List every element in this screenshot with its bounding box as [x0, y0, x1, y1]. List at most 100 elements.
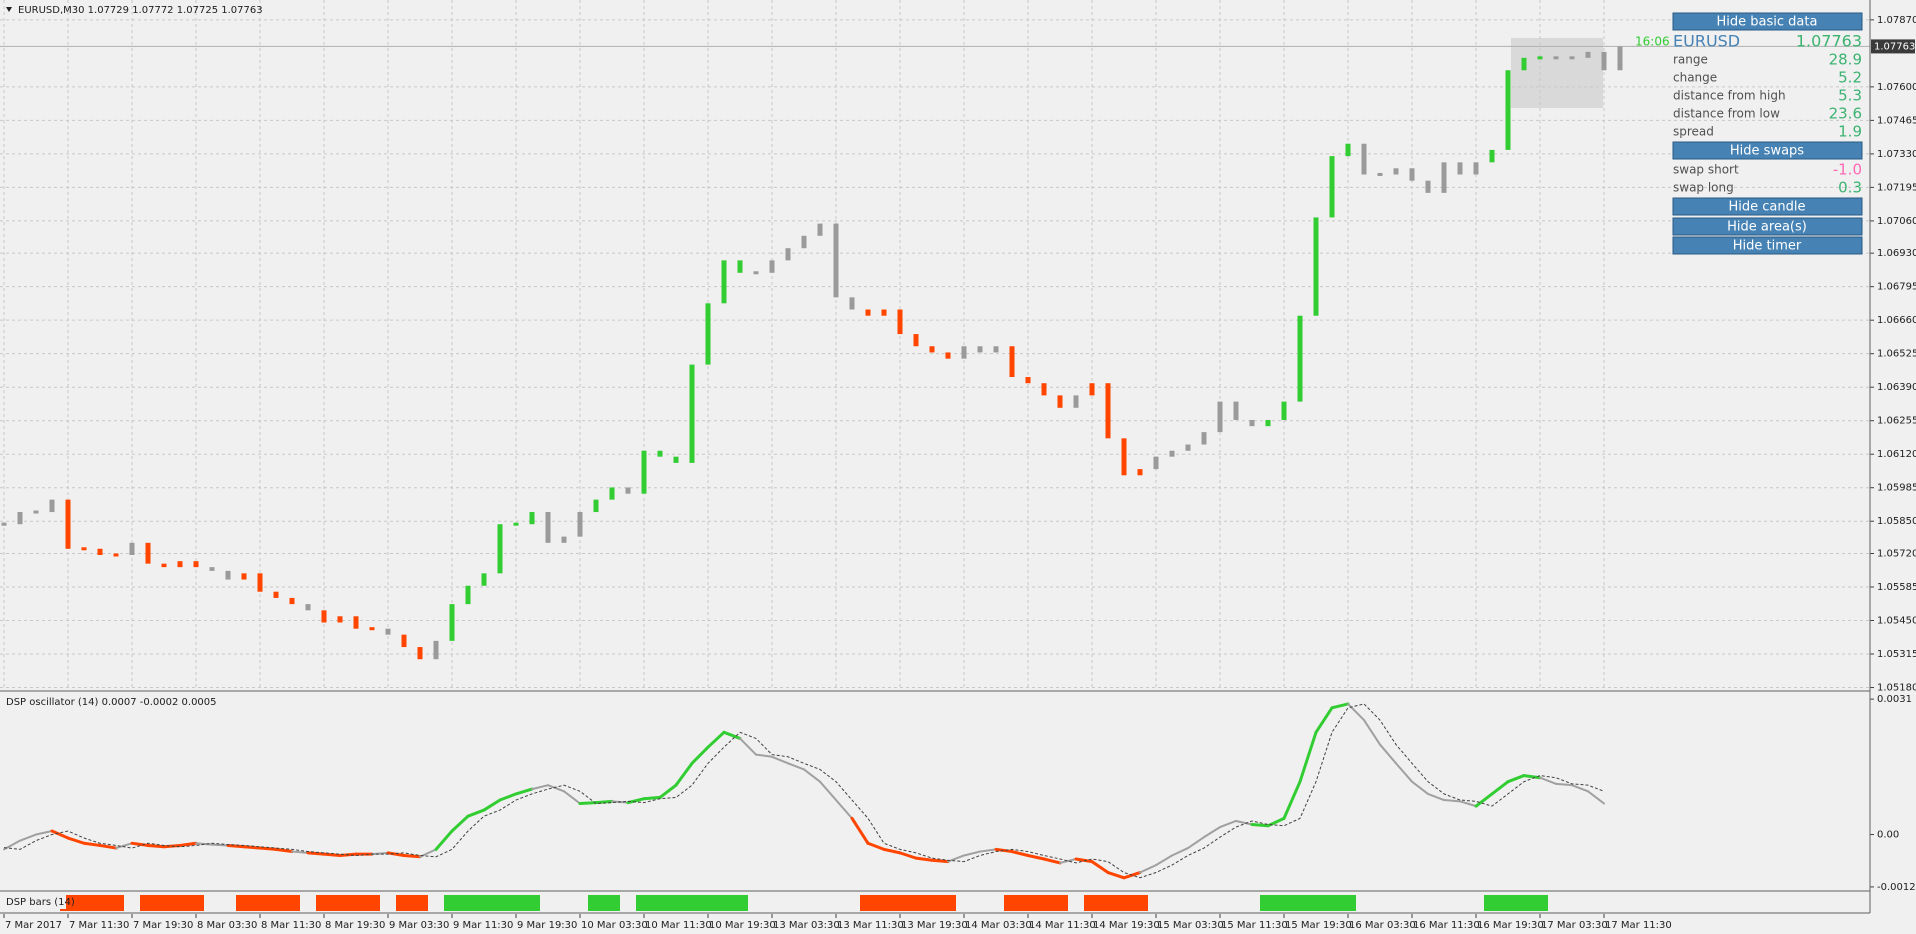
row-label: spread	[1673, 125, 1714, 139]
state-bar	[1020, 895, 1036, 911]
oscillator-segment	[258, 846, 278, 851]
x-tick-label: 15 Mar 11:30	[1221, 920, 1288, 931]
y-tick-label: 1.07060	[1877, 216, 1916, 227]
button-label[interactable]: Hide candle	[1729, 200, 1806, 215]
price-bar	[1393, 168, 1399, 175]
price-bar	[209, 567, 215, 571]
oscillator-segment	[739, 737, 757, 756]
oscillator-segment	[66, 836, 86, 845]
button-label[interactable]: Hide timer	[1733, 239, 1802, 254]
chart-title: DSP oscillator (14) 0.0007 -0.0002 0.000…	[6, 697, 217, 708]
price-bar	[97, 548, 103, 555]
price-bar	[1009, 346, 1015, 378]
y-tick-label: -0.0012	[1877, 882, 1916, 893]
price-bar	[561, 536, 567, 543]
oscillator-segment	[787, 762, 805, 771]
price-bar	[705, 303, 711, 365]
price-bar	[657, 450, 663, 457]
oscillator-segment	[211, 843, 229, 847]
chart-title: EURUSD,M30 1.07729 1.07772 1.07725 1.077…	[18, 5, 263, 16]
price-bar	[257, 573, 263, 592]
price-bar	[865, 309, 871, 316]
oscillator-segment	[371, 851, 389, 856]
price-bar	[929, 346, 935, 353]
state-bar	[172, 895, 188, 911]
state-bar	[1340, 895, 1356, 911]
oscillator-segment	[82, 841, 102, 847]
price-bar	[1617, 46, 1623, 71]
price-bar	[753, 271, 759, 275]
price-bar	[1169, 450, 1175, 457]
y-tick-label: 1.05985	[1877, 483, 1916, 494]
price-bar	[977, 346, 983, 353]
oscillator-segment	[1490, 780, 1510, 796]
timer: 16:06	[1635, 35, 1670, 49]
button-label[interactable]: Hide area(s)	[1727, 220, 1807, 235]
button[interactable]	[1672, 217, 1863, 236]
x-tick-label: 9 Mar 11:30	[453, 920, 513, 931]
oscillator-segment	[594, 799, 614, 805]
oscillator-segment	[531, 784, 549, 791]
price-bar	[1521, 57, 1527, 71]
price-bar	[545, 512, 551, 543]
oscillator-segment	[1010, 850, 1030, 857]
x-tick-label: 8 Mar 19:30	[325, 920, 385, 931]
state-bar	[188, 895, 204, 911]
button[interactable]	[1672, 12, 1863, 31]
state-bar	[348, 895, 364, 911]
price-bar	[1361, 143, 1367, 175]
x-tick-label: 15 Mar 19:30	[1285, 920, 1352, 931]
oscillator-segment	[658, 783, 678, 799]
oscillator-segment	[402, 853, 422, 859]
state-bar	[1036, 895, 1052, 911]
oscillator-segment	[1571, 784, 1589, 793]
x-tick-label: 10 Mar 11:30	[645, 920, 712, 931]
price-bar	[417, 647, 423, 660]
state-bar	[252, 895, 268, 911]
y-tick-label: 1.07330	[1877, 149, 1916, 160]
state-bar	[1100, 895, 1116, 911]
price-bar	[241, 573, 247, 580]
price-bar	[1233, 401, 1239, 420]
state-bar	[636, 895, 652, 911]
price-bar	[881, 309, 887, 316]
oscillator-segment	[1219, 819, 1237, 829]
oscillator-segment	[226, 843, 246, 849]
oscillator-segment	[1059, 857, 1077, 864]
title-bg	[2, 895, 66, 909]
button[interactable]	[1672, 141, 1863, 160]
button[interactable]	[1672, 197, 1863, 216]
state-bar	[364, 895, 380, 911]
state-bar	[1116, 895, 1132, 911]
price-bar	[161, 563, 167, 568]
price-bar	[497, 524, 503, 574]
oscillator-segment	[578, 801, 598, 806]
price-bar	[1281, 401, 1287, 420]
price-bar	[849, 297, 855, 310]
oscillator-segment	[1250, 822, 1270, 828]
state-bar	[908, 895, 924, 911]
button[interactable]	[1672, 236, 1863, 255]
button-label[interactable]: Hide swaps	[1730, 144, 1804, 159]
oscillator-segment	[882, 847, 902, 855]
area-box	[1511, 38, 1603, 108]
oscillator-segment	[1042, 857, 1062, 865]
button-label[interactable]: Hide basic data	[1717, 15, 1818, 30]
state-bar	[924, 895, 940, 911]
oscillator-segment	[994, 847, 1014, 854]
oscillator-segment	[178, 841, 198, 847]
x-tick-label: 14 Mar 03:30	[965, 920, 1032, 931]
state-bar	[140, 895, 156, 911]
title-arrow	[6, 7, 12, 12]
state-bar	[860, 895, 876, 911]
state-bar	[476, 895, 492, 911]
oscillator-segment	[547, 784, 565, 793]
row-label: change	[1673, 71, 1717, 85]
x-tick-label: 15 Mar 03:30	[1157, 920, 1224, 931]
oscillator-segment	[1555, 782, 1573, 787]
oscillator-segment	[963, 850, 981, 857]
x-tick-label: 17 Mar 11:30	[1605, 920, 1672, 931]
y-tick-label: 1.06930	[1877, 248, 1916, 259]
price-bar	[529, 512, 535, 525]
oscillator-segment	[850, 816, 870, 845]
